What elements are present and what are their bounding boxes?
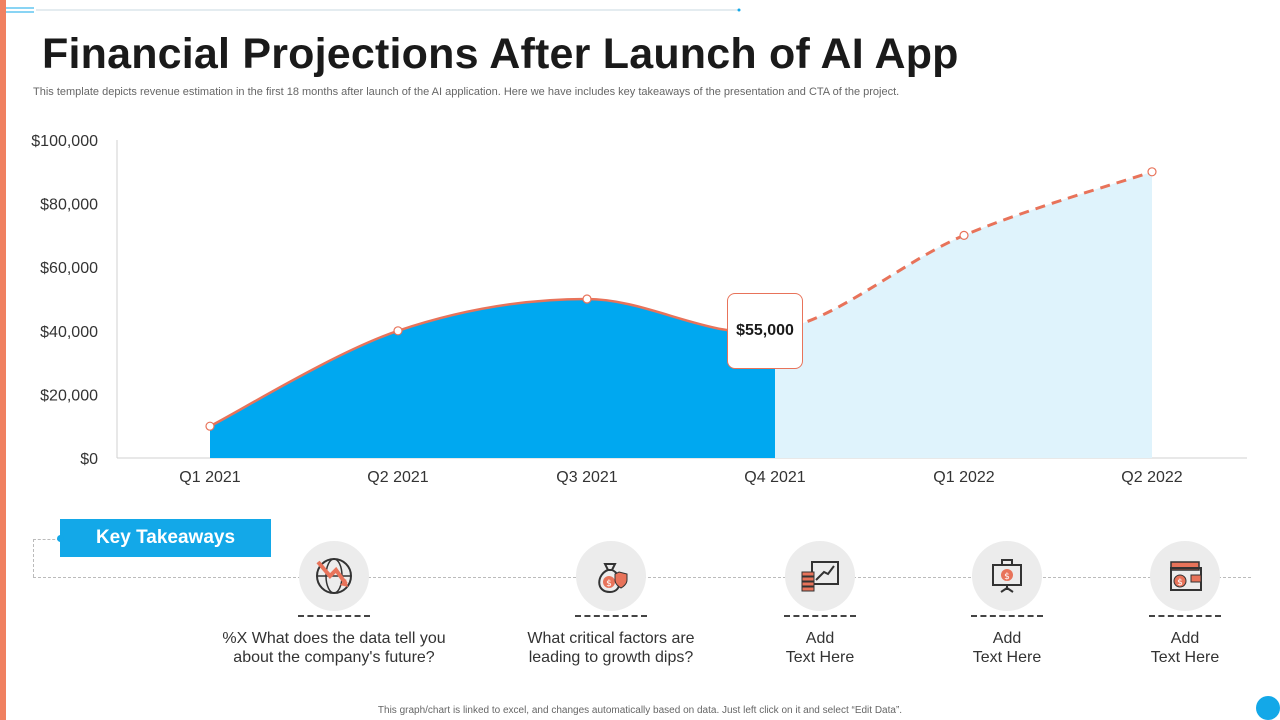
projection-callout: $55,000 — [727, 293, 803, 369]
takeaway-text: %X What does the data tell you about the… — [214, 629, 454, 667]
actual-line — [209, 297, 776, 428]
takeaway-text: Add Text Here — [1065, 629, 1280, 667]
takeaway-item: $ Add Text Here — [1065, 541, 1280, 667]
takeaway-divider — [784, 615, 856, 617]
takeaway-text-line: Add — [805, 630, 835, 647]
footer-note: This graph/chart is linked to excel, and… — [377, 705, 903, 716]
revenue-area-chart[interactable]: $0 $20,000 $40,000 $60,000 $80,000 $100,000 Q1… — [0, 0, 1280, 500]
takeaway-text: Add Text Here — [700, 629, 940, 667]
data-point — [205, 421, 215, 431]
briefcase-dollar-icon: $ — [972, 541, 1042, 611]
takeaway-text-line: Add — [1170, 630, 1200, 647]
takeaway-text: What critical factors are leading to gro… — [491, 629, 731, 667]
connector-line — [33, 539, 60, 540]
takeaway-text-line: %X What does the data tell you — [222, 630, 446, 647]
takeaway-item: $ What critical factors are leading to g… — [491, 541, 731, 667]
coins-growth-board-icon — [785, 541, 855, 611]
page-title: Financial Projections After Launch of AI… — [42, 30, 959, 78]
takeaway-divider — [1149, 615, 1221, 617]
projected-area — [775, 171, 1152, 459]
actual-area — [210, 299, 775, 458]
data-point — [1147, 167, 1157, 177]
takeaway-text: Add Text Here — [887, 629, 1127, 667]
left-accent-bar — [0, 0, 6, 720]
x-tick-label: Q2 2021 — [367, 469, 428, 486]
svg-text:$: $ — [606, 579, 612, 589]
page-subtitle: This template depicts revenue estimation… — [33, 86, 900, 98]
data-point — [959, 230, 969, 240]
y-tick-label: $20,000 — [40, 387, 98, 404]
takeaway-text-line: about the company's future? — [233, 649, 435, 666]
data-point — [582, 294, 592, 304]
takeaway-text-line: What critical factors are — [527, 630, 695, 647]
takeaway-text-line: Add — [992, 630, 1022, 647]
takeaway-text-line: Text Here — [1150, 649, 1220, 666]
y-tick-label: $40,000 — [40, 324, 98, 341]
money-bag-shield-icon: $ — [576, 541, 646, 611]
x-tick-label: Q3 2021 — [556, 469, 617, 486]
takeaway-item: Add Text Here — [700, 541, 940, 667]
takeaway-text-line: leading to growth dips? — [528, 649, 694, 666]
svg-text:$: $ — [1177, 578, 1183, 588]
takeaway-divider — [971, 615, 1043, 617]
y-tick-label: $60,000 — [40, 260, 98, 277]
x-tick-label: Q1 2022 — [933, 469, 994, 486]
takeaway-divider — [575, 615, 647, 617]
takeaway-item: %X What does the data tell you about the… — [214, 541, 454, 667]
wallet-coin-icon: $ — [1150, 541, 1220, 611]
takeaway-item: $ Add Text Here — [887, 541, 1127, 667]
globe-down-arrow-icon — [299, 541, 369, 611]
takeaway-divider — [298, 615, 370, 617]
data-point — [393, 326, 403, 336]
y-tick-label: $80,000 — [40, 197, 98, 214]
x-tick-label: Q1 2021 — [179, 469, 240, 486]
top-decoration — [6, 7, 741, 13]
y-tick-label: $0 — [80, 451, 98, 468]
y-tick-label: $100,000 — [31, 133, 98, 150]
x-tick-label: Q2 2022 — [1121, 469, 1182, 486]
connector-dot — [57, 535, 64, 542]
connector-line — [33, 539, 34, 577]
takeaway-text-line: Text Here — [972, 649, 1042, 666]
takeaway-text-line: Text Here — [785, 649, 855, 666]
key-takeaways-heading: Key Takeaways — [60, 519, 271, 557]
svg-text:$: $ — [1004, 572, 1010, 582]
x-tick-label: Q4 2021 — [744, 469, 805, 486]
corner-dot — [1256, 696, 1280, 720]
